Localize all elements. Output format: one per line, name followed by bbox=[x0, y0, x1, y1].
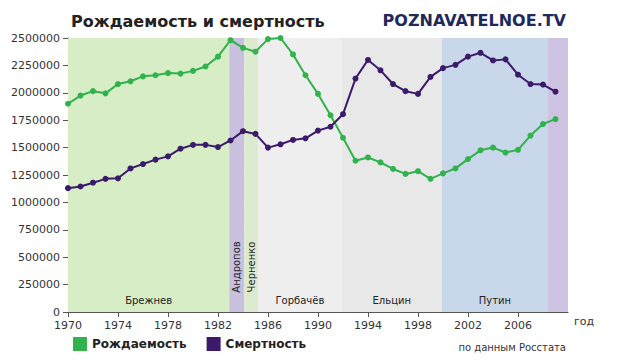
svg-text:1500000: 1500000 bbox=[11, 141, 60, 154]
svg-text:1998: 1998 bbox=[404, 319, 432, 332]
svg-text:750000: 750000 bbox=[18, 223, 60, 236]
svg-text:1982: 1982 bbox=[204, 319, 232, 332]
svg-text:1978: 1978 bbox=[154, 319, 182, 332]
svg-text:Путин: Путин bbox=[479, 295, 511, 306]
svg-text:2500000: 2500000 bbox=[11, 32, 60, 45]
svg-text:Рождаемость и смертность: Рождаемость и смертность bbox=[71, 12, 325, 31]
svg-text:Смертность: Смертность bbox=[226, 337, 307, 351]
svg-text:1974: 1974 bbox=[104, 319, 132, 332]
svg-text:1994: 1994 bbox=[354, 319, 382, 332]
svg-text:2002: 2002 bbox=[454, 319, 482, 332]
svg-text:Андропов: Андропов bbox=[231, 241, 242, 292]
svg-text:250000: 250000 bbox=[18, 278, 60, 291]
svg-text:1250000: 1250000 bbox=[11, 169, 60, 182]
svg-text:Рождаемость: Рождаемость bbox=[92, 337, 187, 351]
svg-text:Черненко: Черненко bbox=[246, 242, 257, 293]
svg-text:по данным Росстата: по данным Росстата bbox=[458, 342, 566, 353]
svg-text:2006: 2006 bbox=[504, 319, 532, 332]
svg-text:2250000: 2250000 bbox=[11, 59, 60, 72]
svg-text:0: 0 bbox=[53, 306, 60, 319]
svg-text:год: год bbox=[574, 315, 595, 328]
svg-text:1750000: 1750000 bbox=[11, 114, 60, 127]
svg-text:1986: 1986 bbox=[254, 319, 282, 332]
svg-text:500000: 500000 bbox=[18, 251, 60, 264]
svg-text:Брежнев: Брежнев bbox=[125, 295, 172, 306]
svg-text:POZNAVATELNOE.TV: POZNAVATELNOE.TV bbox=[383, 11, 567, 30]
svg-text:1000000: 1000000 bbox=[11, 196, 60, 209]
svg-text:Ельцин: Ельцин bbox=[373, 295, 411, 306]
svg-text:2000000: 2000000 bbox=[11, 86, 60, 99]
svg-text:1990: 1990 bbox=[304, 319, 332, 332]
svg-text:1970: 1970 bbox=[54, 319, 82, 332]
svg-text:Горбачёв: Горбачёв bbox=[275, 295, 324, 306]
